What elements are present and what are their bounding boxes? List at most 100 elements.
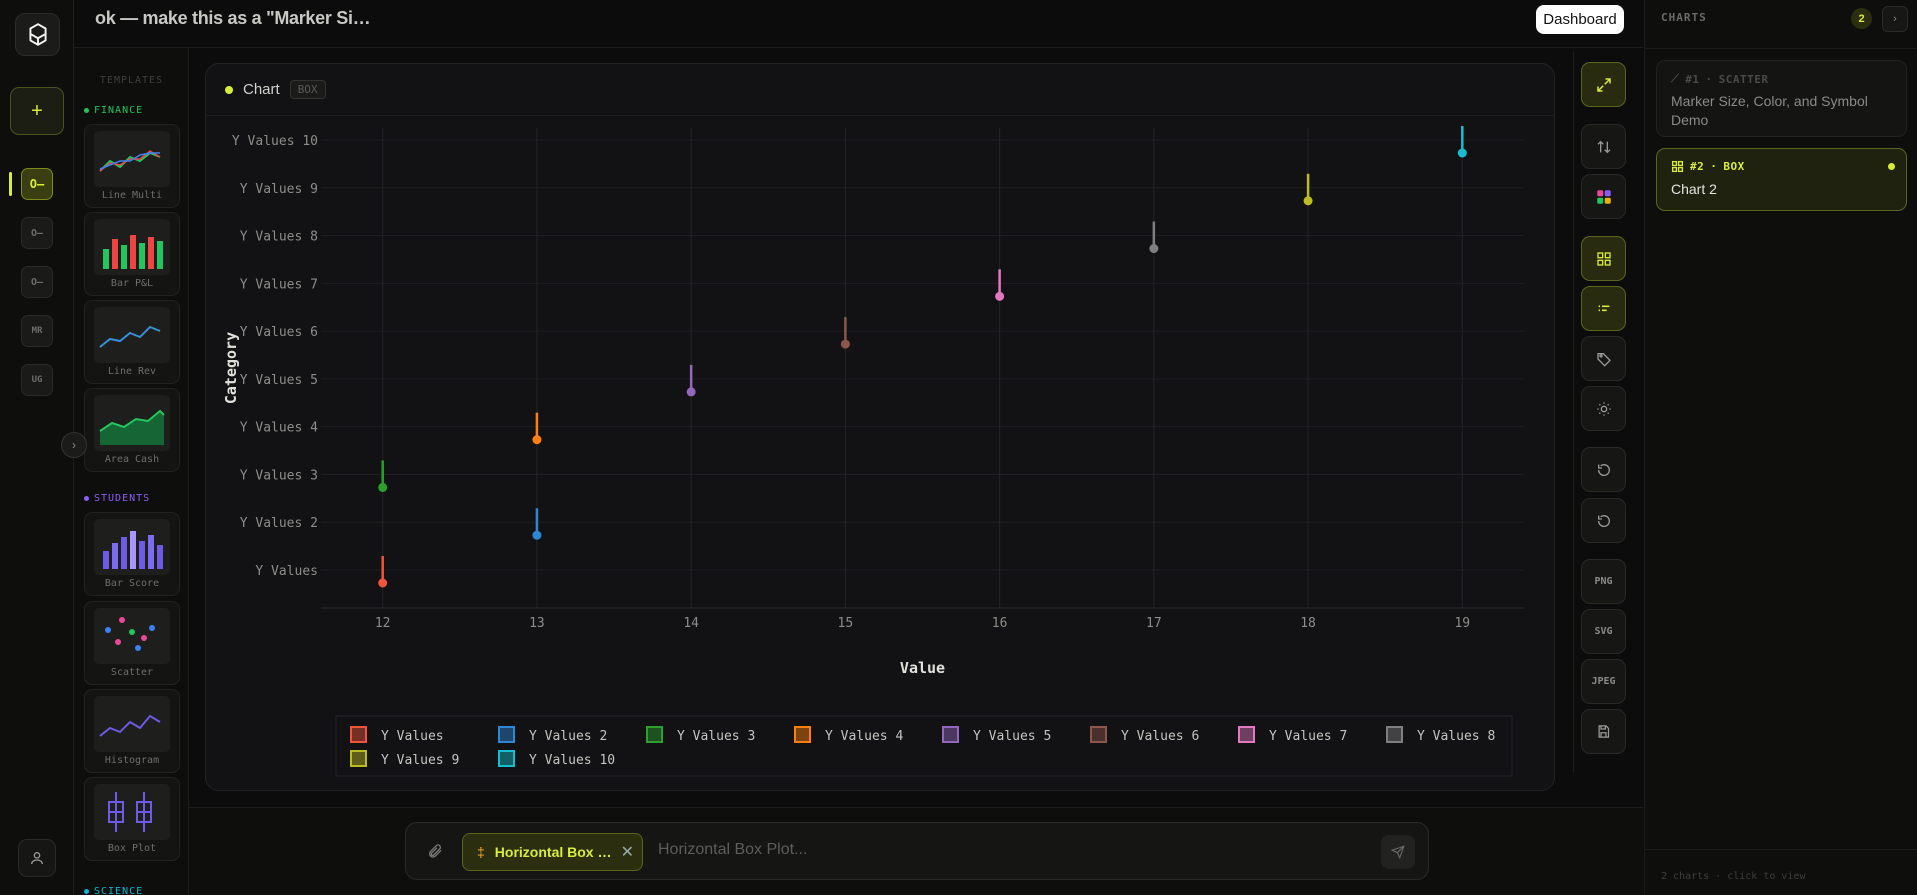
new-chat-button[interactable]: + [10, 87, 64, 135]
legend-label: Y Values 9 [381, 753, 459, 768]
chat-input[interactable]: Horizontal Box Plot... [658, 841, 808, 858]
template-card-label: Bar P&L [110, 278, 154, 289]
status-dot [225, 85, 233, 94]
rail-item-3[interactable]: O— [21, 266, 53, 298]
legend-toggle-button[interactable] [1581, 286, 1626, 331]
list-icon [1598, 305, 1609, 311]
undo-button[interactable] [1581, 498, 1626, 543]
color-palette-button[interactable] [1581, 174, 1626, 219]
grid-icon [1671, 160, 1684, 173]
template-card-label: Line Multi [101, 190, 163, 201]
chart-item-meta: ⟋ #1 · SCATTER [1671, 72, 1768, 86]
template-card-label: Area Cash [104, 454, 160, 465]
box-plot-chart[interactable]: Y Values Y Values 2 Y Values 3 Y Values 4 Y … [206, 116, 1555, 791]
legend-label: Y Values 6 [1121, 729, 1199, 744]
template-card[interactable]: Line Multi [84, 124, 180, 208]
key-icon: O— [30, 227, 44, 239]
legend-swatch [498, 750, 515, 767]
active-dot [1888, 163, 1895, 170]
labels-button[interactable] [1581, 336, 1626, 381]
dashboard-button[interactable]: Dashboard [1536, 5, 1624, 34]
chart-list-item-active[interactable]: #2 · BOX Chart 2 [1656, 148, 1907, 211]
charts-count-badge: 2 [1851, 8, 1872, 29]
template-chip[interactable]: ‡ Horizontal Box … ✕ [462, 833, 643, 871]
separator: · [1705, 72, 1713, 86]
box-point [532, 530, 542, 540]
user-profile-button[interactable] [18, 839, 56, 877]
export-svg-button[interactable]: SVG [1581, 609, 1626, 654]
template-card[interactable]: Scatter [84, 601, 180, 685]
template-card[interactable]: Box Plot [84, 777, 180, 861]
box-point [378, 578, 388, 588]
rail-item-2[interactable]: O— [21, 217, 53, 249]
legend-swatch [1090, 726, 1107, 743]
chart-name: Chart 2 [1671, 181, 1717, 197]
rail-item-mr[interactable]: MR [21, 315, 53, 347]
close-icon[interactable]: ✕ [620, 844, 634, 861]
bar-chart-thumbnail [94, 519, 170, 575]
line-chart-thumbnail [94, 131, 170, 187]
rail-item-ug[interactable]: UG [21, 364, 53, 396]
chip-label: Horizontal Box … [494, 844, 612, 860]
templates-title: TEMPLATES [99, 75, 164, 86]
swap-axes-button[interactable] [1581, 124, 1626, 169]
x-tick-label: 13 [529, 616, 545, 631]
legend-swatch [1386, 726, 1403, 743]
template-card-label: Box Plot [107, 843, 157, 854]
chart-number: #2 [1690, 160, 1705, 173]
box-point [1457, 148, 1467, 158]
section-label: SCIENCE [94, 886, 144, 895]
swap-icon [1597, 140, 1610, 153]
redo-button[interactable] [1581, 447, 1626, 492]
collapse-panel-button[interactable]: › [1882, 6, 1908, 32]
legend-label: Y Values [381, 729, 444, 744]
key-icon: O— [30, 276, 44, 288]
chart-panel-header: Chart BOX [206, 64, 1554, 116]
send-icon [1391, 845, 1405, 859]
x-tick-label: 18 [1300, 616, 1316, 631]
x-tick-label: 19 [1454, 616, 1470, 631]
user-icon [31, 852, 43, 865]
legend-swatch [794, 726, 811, 743]
y-tick-label: Y Values 2 [240, 516, 318, 531]
save-button[interactable] [1581, 709, 1626, 754]
section-science: SCIENCE [84, 886, 143, 895]
box-point [995, 291, 1005, 301]
y-tick-label: Y Values 8 [240, 230, 318, 245]
export-png-button[interactable]: PNG [1581, 559, 1626, 604]
section-finance: FINANCE [84, 105, 143, 116]
y-axis-label: Category [222, 332, 240, 404]
template-card[interactable]: Area Cash [84, 388, 180, 472]
x-tick-label: 16 [992, 616, 1008, 631]
export-jpeg-button[interactable]: JPEG [1581, 659, 1626, 704]
paperclip-icon[interactable] [427, 842, 443, 860]
template-card[interactable]: Bar P&L [84, 212, 180, 296]
theme-button[interactable] [1581, 386, 1626, 431]
section-students: STUDENTS [84, 493, 150, 504]
template-card[interactable]: Histogram [84, 689, 180, 773]
palette-icon [1596, 189, 1611, 204]
save-icon [1598, 725, 1610, 738]
y-tick-label: Y Values 10 [232, 134, 318, 149]
y-tick-label: Y Values 7 [240, 277, 318, 292]
rotate-icon [1597, 463, 1610, 476]
template-card[interactable]: Bar Score [84, 512, 180, 596]
expand-sidebar-button[interactable]: › [61, 432, 87, 458]
x-axis-label: Value [900, 659, 945, 677]
app-logo-icon[interactable] [15, 13, 60, 56]
conversation-title: ok — make this as a "Marker Si… [95, 8, 371, 28]
area-chart-thumbnail [94, 395, 170, 451]
legend-label: Y Values 8 [1417, 729, 1495, 744]
x-tick-label: 12 [375, 616, 391, 631]
send-button[interactable] [1381, 835, 1415, 869]
box-point [378, 482, 388, 492]
chart-name: Marker Size, Color, and Symbol Demo [1671, 93, 1868, 128]
legend-box [335, 715, 1513, 777]
grid-toggle-button[interactable] [1581, 236, 1626, 281]
template-card[interactable]: Line Rev [84, 300, 180, 384]
chart-list-item[interactable]: ⟋ #1 · SCATTER Marker Size, Color, and Sy… [1656, 60, 1907, 137]
expand-button[interactable] [1581, 62, 1626, 107]
legend-swatch [350, 726, 367, 743]
rail-item-1[interactable]: O— [21, 168, 53, 200]
box-point [1149, 244, 1159, 254]
